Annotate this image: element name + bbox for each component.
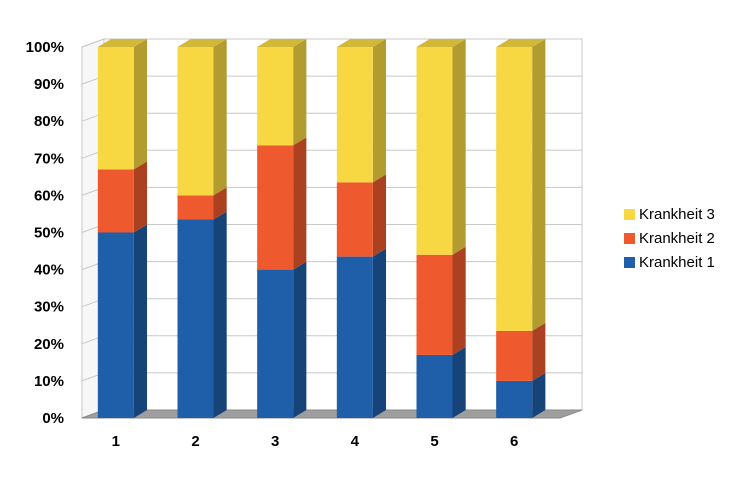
bar-segment <box>336 248 387 418</box>
bar-segment <box>496 39 546 331</box>
x-tick-label: 1 <box>112 433 120 450</box>
legend-swatch <box>624 233 635 244</box>
gridline <box>81 38 582 48</box>
bar-side-face <box>133 161 148 233</box>
bar-front-face <box>177 47 214 196</box>
bar-front-face <box>336 47 373 183</box>
bar-side-face <box>213 211 227 418</box>
legend-swatch <box>624 257 635 268</box>
bar-side-face <box>532 39 546 331</box>
bar-front-face <box>177 195 214 220</box>
bar-front-face <box>416 254 453 355</box>
bar-side-face <box>133 39 148 170</box>
bar-segment <box>416 39 466 255</box>
bar-top-face <box>496 39 546 47</box>
bar-segment <box>177 211 227 418</box>
bar-segment <box>97 224 148 418</box>
x-tick-label: 2 <box>191 433 199 450</box>
bar-side-face <box>213 39 227 196</box>
bar-side-face <box>452 346 466 418</box>
bar-segment <box>257 261 307 418</box>
legend-item: Krankheit 2 <box>624 230 715 247</box>
bar-side-face <box>452 246 466 355</box>
bar-front-face <box>416 47 453 255</box>
bar-segment <box>416 246 466 355</box>
bar-front-face <box>257 269 294 418</box>
axis-layer: 0% 10% 20% 30% 40% 50% 60% 70% 80% 90% 100% 1 2 3 4 5 6 <box>26 39 519 450</box>
y-tick-label: 0% <box>42 410 64 427</box>
bar-front-face <box>257 145 294 270</box>
y-tick-label: 60% <box>34 187 64 204</box>
y-tick-label: 90% <box>34 76 64 93</box>
bar-segment <box>97 39 148 170</box>
bar-front-face <box>336 182 373 257</box>
bar-front-face <box>496 380 533 418</box>
bar-side-face <box>372 174 387 257</box>
bar-segment <box>257 39 307 146</box>
bar-front-face <box>257 47 294 146</box>
bar-segment <box>336 39 387 183</box>
bar-side-face <box>293 137 307 270</box>
bar-front-face <box>97 47 134 170</box>
bar-side-face <box>532 322 546 381</box>
bar-front-face <box>496 330 533 381</box>
bar-side-face <box>372 248 387 418</box>
y-tick-label: 30% <box>34 299 64 316</box>
y-tick-label: 20% <box>34 336 64 353</box>
y-tick-label: 10% <box>34 373 64 390</box>
y-tick-label: 70% <box>34 150 64 167</box>
bar-segment <box>177 39 227 196</box>
bar-segment <box>496 372 546 418</box>
legend-label: Krankheit 1 <box>639 254 715 271</box>
bar-side-face <box>213 187 227 220</box>
bar-front-face <box>97 232 134 418</box>
y-tick-label: 100% <box>26 39 64 56</box>
bars-layer <box>97 39 546 418</box>
x-tick-label: 5 <box>430 433 438 450</box>
bar-front-face <box>496 47 533 331</box>
bar-side-face <box>293 39 307 146</box>
bar-front-face <box>416 354 453 418</box>
bar-side-face <box>133 224 148 418</box>
bar-segment <box>97 161 148 233</box>
bar-top-face <box>97 39 148 47</box>
bar-segment <box>177 187 227 220</box>
y-tick-label: 50% <box>34 225 64 242</box>
bar-side-face <box>372 39 387 183</box>
legend-item: Krankheit 1 <box>624 254 715 271</box>
x-tick-label: 3 <box>271 433 279 450</box>
legend: Krankheit 3 Krankheit 2 Krankheit 1 <box>624 206 715 271</box>
bar-segment <box>257 137 307 270</box>
bar-segment <box>336 174 387 257</box>
bar-top-face <box>257 39 307 47</box>
legend-label: Krankheit 2 <box>639 230 715 247</box>
legend-label: Krankheit 3 <box>639 206 715 223</box>
x-tick-label: 4 <box>351 433 360 450</box>
bar-side-face <box>532 372 546 418</box>
y-tick-label: 40% <box>34 262 64 279</box>
bar-top-face <box>416 39 466 47</box>
y-tick-label: 80% <box>34 113 64 130</box>
bar-top-face <box>177 39 227 47</box>
bar-side-face <box>452 39 466 255</box>
legend-swatch <box>624 209 635 220</box>
bar-segment <box>416 346 466 418</box>
bar-front-face <box>177 219 214 418</box>
bar-side-face <box>293 261 307 418</box>
bar-front-face <box>336 256 373 418</box>
x-tick-label: 6 <box>510 433 518 450</box>
legend-item: Krankheit 3 <box>624 206 715 223</box>
bar-segment <box>496 322 546 381</box>
bar-top-face <box>336 39 387 47</box>
bar-front-face <box>97 169 134 233</box>
